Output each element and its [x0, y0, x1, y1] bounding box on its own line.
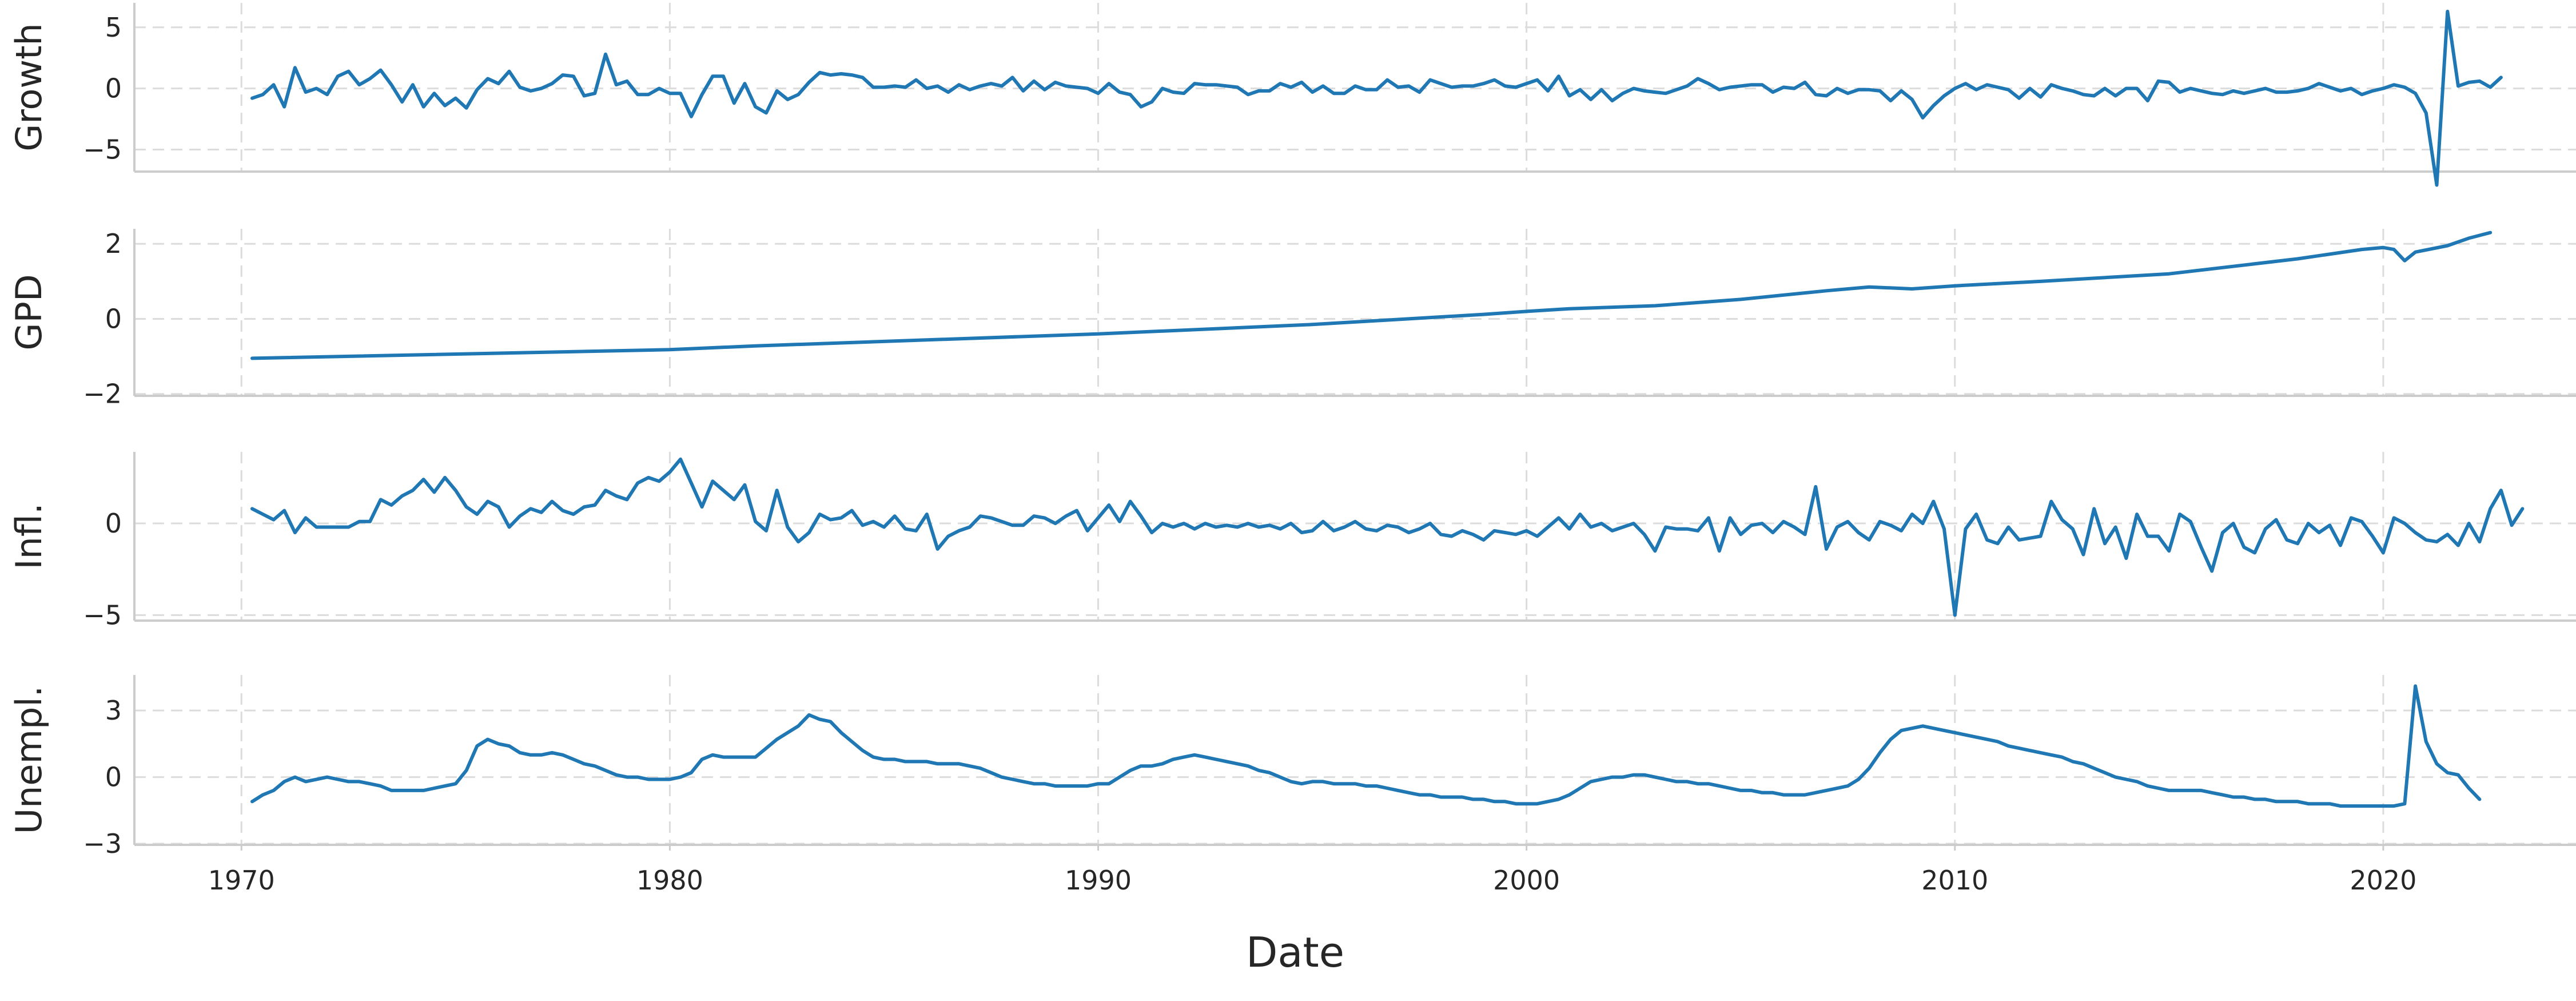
x-tick-label: 2000 [1493, 865, 1560, 896]
series-line [250, 10, 2503, 187]
series-line [250, 457, 2525, 617]
x-tick-label: 1970 [208, 865, 275, 896]
x-tick-label: 2010 [1921, 865, 1988, 896]
x-axis-title: Date [1246, 928, 1344, 976]
panel-1: −5 0 5 Growth [8, 3, 2576, 187]
y-axis-label: Unempl. [8, 686, 50, 835]
series-line [250, 231, 2493, 360]
x-tick-label: 2020 [2350, 865, 2416, 896]
panel-2: −2 0 2 GPD [8, 228, 2576, 410]
y-tick-label: 5 [105, 12, 122, 43]
y-tick-label: 2 [105, 228, 122, 259]
panel-4: −3 0 3 Unempl. [8, 675, 2576, 859]
series-line [250, 684, 2482, 808]
y-tick-label: −2 [83, 379, 122, 410]
y-tick-label: −3 [83, 828, 122, 859]
y-tick-label: 0 [105, 73, 122, 104]
x-tick-label: 1980 [636, 865, 703, 896]
y-tick-label: −5 [83, 599, 122, 630]
y-tick-label: 0 [105, 508, 122, 539]
y-tick-label: 0 [105, 303, 122, 334]
panel-3: −5 0 Infl. [8, 452, 2576, 630]
x-tick-label: 1990 [1065, 865, 1132, 896]
y-axis-label: Infl. [8, 503, 50, 569]
y-axis-label: Growth [8, 23, 50, 151]
y-tick-label: −5 [83, 134, 122, 165]
y-tick-label: 3 [105, 695, 122, 726]
y-tick-label: 0 [105, 762, 122, 793]
y-axis-label: GPD [8, 274, 50, 350]
